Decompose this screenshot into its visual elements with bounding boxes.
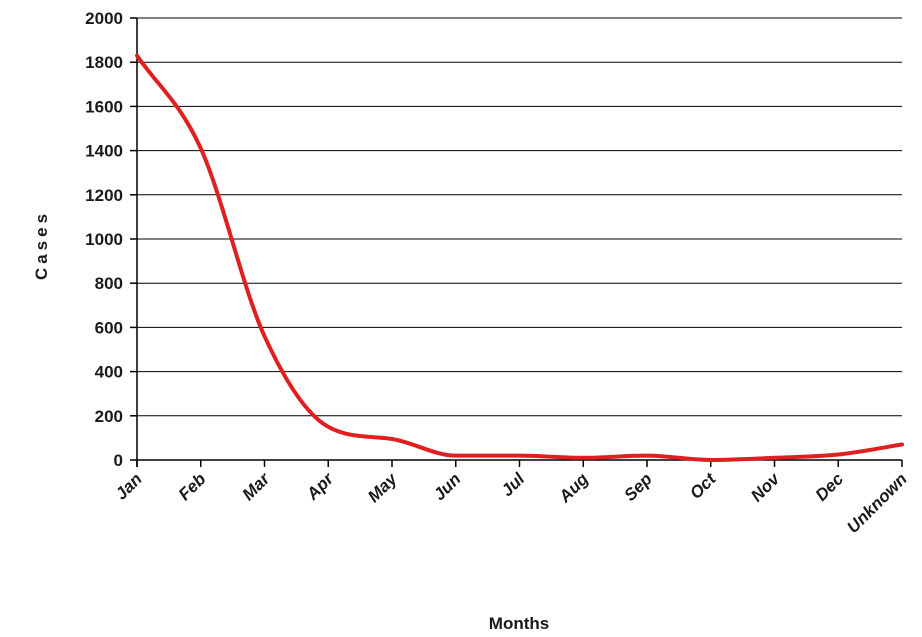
x-tick-label: Aug [555, 469, 593, 507]
y-tick-label: 1600 [85, 97, 123, 116]
x-tick-label: Jun [430, 469, 465, 504]
y-axis-title: Cases [32, 210, 51, 280]
x-tick-label: Mar [239, 468, 275, 504]
series-lines [135, 53, 904, 462]
y-tick-label: 1200 [85, 186, 123, 205]
x-axis-title: Months [489, 614, 549, 633]
x-tick-label: Jan [112, 469, 146, 503]
y-tick-label: 800 [95, 274, 123, 293]
x-tick-label: Jul [498, 468, 530, 500]
y-tick-label: 2000 [85, 9, 123, 28]
y-tick-label: 1400 [85, 142, 123, 161]
y-tick-label: 1800 [85, 53, 123, 72]
x-tick-label: Apr [302, 468, 338, 504]
y-tick-label: 200 [95, 407, 123, 426]
y-tick-label: 0 [114, 451, 123, 470]
x-tick-label: Unknown [843, 469, 911, 537]
x-tick-label: Feb [175, 469, 210, 504]
y-tick-label: 600 [95, 318, 123, 337]
x-tick-labels: Jan Feb Mar Apr May Jun Jul Aug Sep Oct Nov DecUnkn… [112, 468, 911, 537]
x-tick-label: Oct [686, 468, 720, 502]
x-tick-label: Dec [812, 469, 848, 505]
x-tick-label: Sep [620, 469, 655, 504]
y-tick-label: 400 [95, 363, 123, 382]
x-tick-label: Nov [747, 468, 784, 505]
y-tick-labels: 0 200 400 600 800 1000 1200 1400 1600 1800 2000 [85, 9, 123, 470]
grid-lines [137, 17, 902, 417]
axes [130, 17, 903, 467]
y-tick-label: 1000 [85, 230, 123, 249]
series-line [135, 53, 904, 462]
x-tick-label: May [364, 468, 402, 506]
